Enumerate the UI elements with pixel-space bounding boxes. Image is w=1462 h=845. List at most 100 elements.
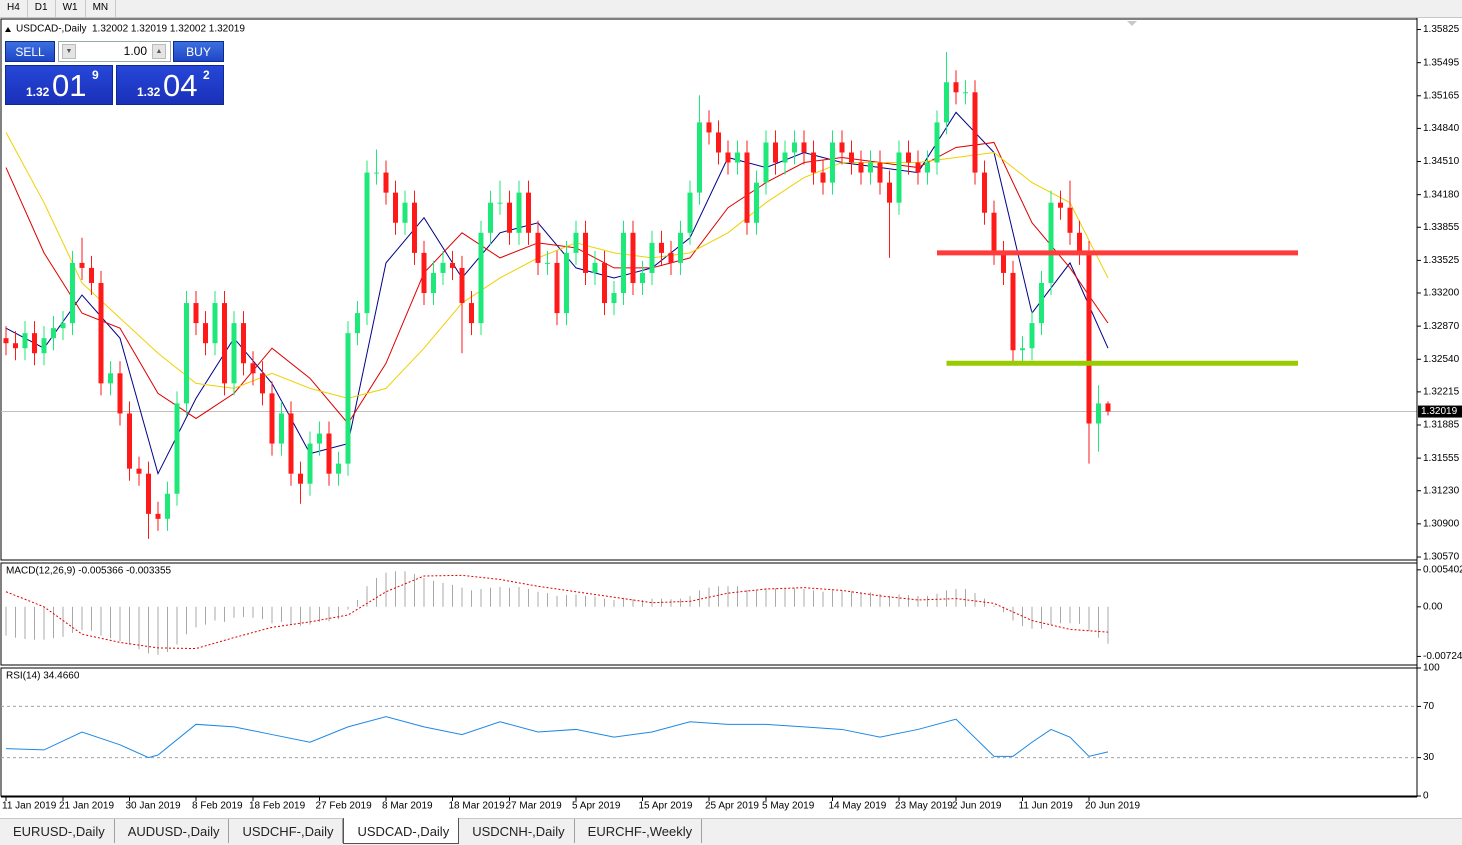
ohlc-text: 1.32002 1.32019 1.32002 1.32019 — [92, 24, 245, 35]
candle-body — [706, 122, 712, 133]
candle-body — [716, 132, 721, 153]
candle-body — [345, 333, 351, 464]
candle-body — [136, 468, 142, 474]
candle-body — [830, 142, 835, 183]
bid-quote[interactable]: 1.32 01 9 — [5, 65, 113, 105]
chart: USDCAD-,Daily 1.32002 1.32019 1.32002 1.3… — [0, 18, 1462, 816]
chart-tab[interactable]: EURCHF-,Weekly — [575, 819, 703, 843]
candle-body — [13, 343, 18, 349]
candle-body — [678, 232, 683, 263]
candle-body — [602, 262, 607, 304]
candle-body — [22, 333, 28, 349]
chart-tab[interactable]: USDCAD-,Daily — [343, 818, 460, 844]
candle-body — [526, 192, 531, 233]
candle-body — [535, 232, 541, 263]
y-tick-label: 1.35165 — [1423, 90, 1460, 101]
chart-tab[interactable]: USDCNH-,Daily — [459, 819, 575, 843]
candle-body — [877, 162, 883, 183]
candle-body — [364, 172, 370, 314]
timeframe-toolbar: H4 D1 W1 MN — [0, 0, 1462, 18]
y-tick-label: 1.30570 — [1423, 552, 1460, 563]
chart-background — [0, 18, 1462, 816]
bid-pips: 01 — [52, 68, 87, 103]
rsi-title: RSI(14) 34.4660 — [6, 671, 80, 682]
chart-tab[interactable]: AUDUSD-,Daily — [115, 819, 230, 843]
y-tick-label: 1.31555 — [1423, 453, 1460, 464]
x-tick-label: 20 Jun 2019 — [1085, 801, 1140, 812]
candle-body — [640, 272, 645, 283]
candle-body — [621, 232, 626, 294]
x-tick-label: 11 Jan 2019 — [2, 801, 57, 812]
sell-button[interactable]: SELL — [5, 41, 55, 62]
candle-body — [991, 212, 997, 253]
ask-big: 1.32 — [137, 85, 161, 99]
candle-body — [763, 142, 769, 183]
candle-body — [668, 252, 674, 263]
timeframe-button[interactable]: D1 — [28, 0, 56, 17]
candle-body — [51, 328, 56, 339]
timeframe-button[interactable]: H4 — [0, 0, 28, 17]
candle-body — [963, 92, 968, 94]
buy-button[interactable]: BUY — [173, 41, 224, 62]
candle-body — [1001, 252, 1006, 273]
candle-body — [982, 172, 987, 213]
y-tick-label: 1.33855 — [1423, 222, 1460, 233]
candle-body — [317, 433, 322, 444]
candle-body — [944, 82, 949, 123]
y-tick-label: 1.32870 — [1423, 321, 1460, 332]
candle-body — [117, 373, 123, 414]
x-tick-label: 8 Feb 2019 — [192, 801, 243, 812]
candle-body — [155, 513, 161, 519]
lots-input[interactable]: ▼ 1.00 ▲ — [58, 41, 171, 62]
candle-body — [545, 262, 550, 264]
candle-body — [811, 152, 816, 173]
y-tick-label: 1.32215 — [1423, 387, 1460, 398]
candle-body — [1048, 202, 1054, 283]
y-tick-label: 1.35495 — [1423, 57, 1460, 68]
signal-line — [5, 574, 1109, 650]
candle-body — [450, 262, 455, 268]
candle-body — [583, 232, 588, 273]
candle-body — [725, 152, 731, 163]
ask-quote[interactable]: 1.32 04 2 — [116, 65, 224, 105]
macd-title: MACD(12,26,9) -0.005366 -0.003355 — [6, 566, 172, 577]
x-tick-label: 15 Apr 2019 — [639, 801, 693, 812]
candle-body — [516, 192, 522, 233]
candle-body — [896, 152, 902, 203]
x-tick-label: 2 Jun 2019 — [952, 801, 1002, 812]
candle-body — [383, 172, 389, 193]
candle-body — [174, 403, 180, 494]
candle-body — [421, 252, 427, 294]
x-tick-label: 18 Feb 2019 — [249, 801, 306, 812]
candle-body — [288, 413, 294, 474]
candle-body — [592, 262, 598, 273]
candle-body — [972, 92, 978, 173]
y-tick-label: 1.33200 — [1423, 288, 1460, 299]
candle-body — [336, 463, 341, 474]
candle-body — [412, 202, 417, 253]
candle-body — [269, 393, 275, 444]
last-price-box — [1418, 405, 1462, 418]
ask-pips: 04 — [163, 68, 198, 103]
candle-body — [735, 152, 740, 163]
x-tick-label: 14 May 2019 — [829, 801, 887, 812]
x-tick-label: 18 Mar 2019 — [449, 801, 506, 812]
chart-tab[interactable]: EURUSD-,Daily — [0, 819, 115, 843]
candle-body — [184, 303, 189, 404]
moving-average — [5, 141, 1109, 425]
candle-body — [858, 162, 864, 173]
candle-body — [497, 202, 503, 204]
candle-body — [1058, 202, 1063, 208]
timeframe-button[interactable]: W1 — [56, 0, 86, 17]
y-tick-label: 30 — [1423, 752, 1435, 763]
lots-up[interactable]: ▲ — [152, 44, 166, 59]
chart-tab[interactable]: USDCHF-,Daily — [229, 819, 344, 843]
candle-body — [79, 262, 85, 268]
candle-body — [307, 443, 313, 484]
timeframe-button[interactable]: MN — [86, 0, 117, 17]
y-tick-label: 0.005402 — [1423, 564, 1462, 575]
chart-title: USDCAD-,Daily — [16, 24, 87, 35]
candle-body — [241, 323, 246, 364]
candle-body — [1086, 252, 1092, 424]
lots-down[interactable]: ▼ — [62, 44, 76, 59]
